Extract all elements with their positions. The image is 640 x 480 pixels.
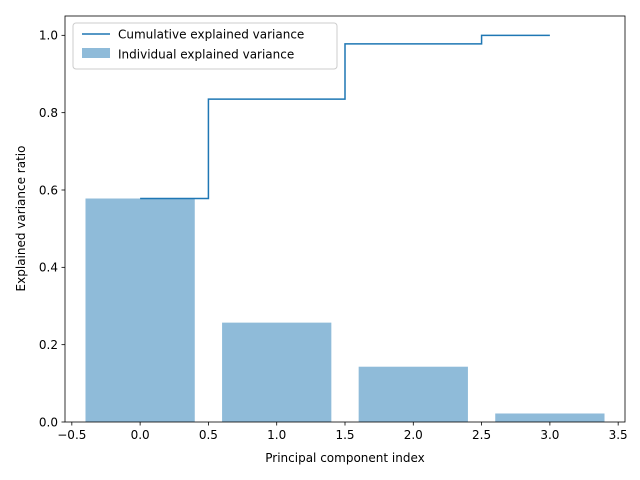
x-tick-label: 0.0 [131,428,150,442]
y-tick-label: 1.0 [39,29,58,43]
plot-area [85,34,605,422]
y-axis-label: Explained variance ratio [14,146,28,292]
bar-pc-2 [358,366,468,422]
x-tick-label: 3.5 [609,428,628,442]
legend-frame [72,22,338,70]
legend-label-cumulative: Cumulative explained variance [118,28,304,42]
y-tick-label: 0.0 [39,415,58,429]
bar-pc-1 [222,322,332,422]
x-tick-label: 2.0 [404,428,423,442]
cumulative-step-line [140,34,550,200]
bar-pc-0 [85,198,195,422]
axes: −0.5 0.0 0.5 1.0 1.5 2.0 2.5 3.0 3.50.00.20.40.6… [39,15,628,442]
legend: Cumulative explained variance Individual … [72,22,338,70]
x-tick-label: −0.5 [57,428,86,442]
legend-bar-swatch [82,48,110,58]
y-tick-label: 0.2 [39,338,58,352]
bar-pc-3 [495,413,605,422]
x-tick-label: 2.5 [472,428,491,442]
x-tick-label: 0.5 [199,428,218,442]
y-tick-label: 0.8 [39,106,58,120]
x-tick-label: 1.0 [267,428,286,442]
legend-label-individual: Individual explained variance [118,48,294,62]
x-tick-label: 3.0 [540,428,559,442]
y-tick-label: 0.4 [39,261,58,275]
x-tick-label: 1.5 [335,428,354,442]
x-axis-label: Principal component index [265,451,424,465]
y-tick-label: 0.6 [39,183,58,197]
